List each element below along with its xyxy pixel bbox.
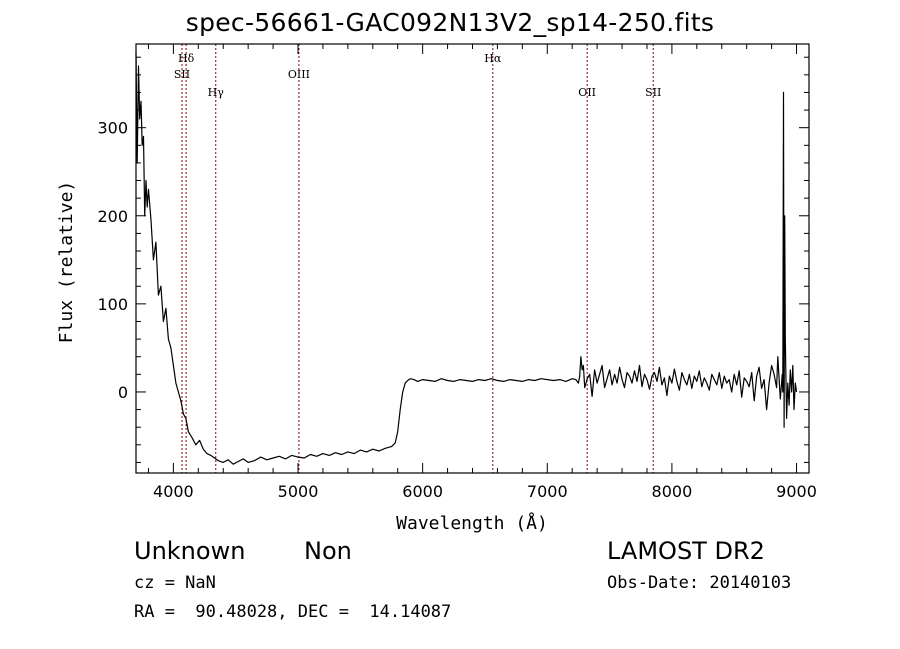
series-layer	[135, 52, 798, 465]
emission-line-markers: Hδ SII Hγ OIII Hα OII SII	[174, 44, 661, 473]
chart-title: spec-56661-GAC092N13V2_sp14-250.fits	[185, 8, 715, 37]
y-tick-label-1: 100	[97, 295, 128, 314]
object-class: Unknown	[134, 537, 246, 565]
marker-label-0: Hδ	[178, 52, 195, 65]
y-tick-label-0: 0	[118, 383, 128, 402]
x-tick-label-3: 7000	[527, 482, 568, 501]
plot-frame	[135, 43, 810, 474]
marker-label-1: SII	[174, 68, 190, 81]
observation-date: Obs-Date: 20140103	[607, 573, 792, 593]
y-axis-label: Flux (relative)	[56, 181, 77, 344]
marker-label-5: OII	[578, 86, 596, 99]
y-tick-label-2: 200	[97, 207, 128, 226]
x-tick-label-5: 9000	[776, 482, 817, 501]
x-tick-label-4: 8000	[652, 482, 693, 501]
x-tick-label-0: 4000	[153, 482, 194, 501]
spectrum-line	[135, 52, 798, 465]
object-subclass: Non	[304, 537, 352, 565]
sky-coordinates: RA = 90.48028, DEC = 14.14087	[134, 602, 452, 622]
x-axis-label: Wavelength (Å)	[396, 512, 548, 534]
axes: 4000 5000 6000 7000 8000 9000 0 100 200 300	[97, 44, 817, 501]
survey-name: LAMOST DR2	[607, 537, 765, 565]
redshift-value: cz = NaN	[134, 573, 216, 593]
marker-label-2: Hγ	[208, 86, 225, 99]
marker-label-6: SII	[645, 86, 661, 99]
x-tick-label-2: 6000	[402, 482, 443, 501]
marker-label-3: OIII	[288, 68, 310, 81]
x-tick-label-1: 5000	[278, 482, 319, 501]
marker-label-4: Hα	[484, 52, 502, 65]
y-tick-label-3: 300	[97, 119, 128, 138]
